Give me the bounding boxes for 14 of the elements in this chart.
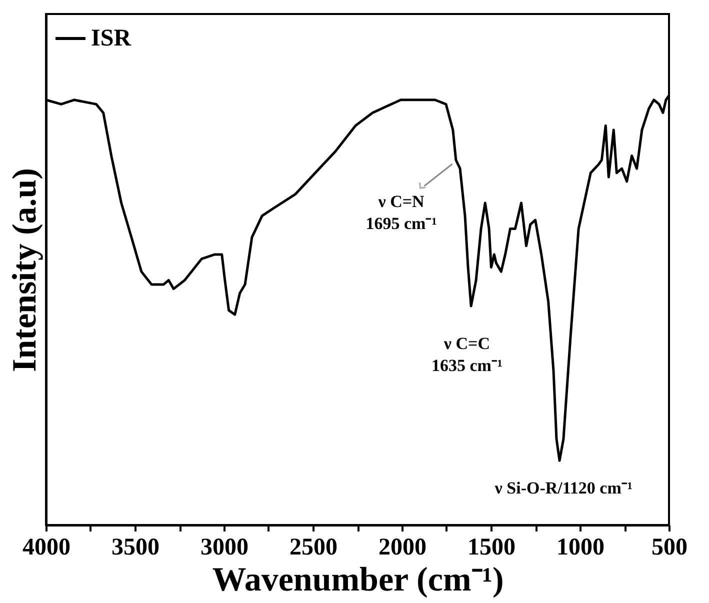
x-tick-label: 4000 bbox=[22, 534, 70, 560]
legend-label: ISR bbox=[91, 26, 132, 52]
x-tick-label: 500 bbox=[652, 534, 688, 560]
annotation: ν C=C 1635 cm⁻¹ bbox=[431, 334, 502, 375]
x-tick-label: 2000 bbox=[378, 534, 426, 560]
annotation: ν C=N 1695 cm⁻¹ bbox=[366, 192, 437, 233]
annotation: ν Si-O-R/1120 cm⁻¹ bbox=[494, 478, 632, 498]
x-tick-label: 3500 bbox=[112, 534, 160, 560]
x-tick-label: 2500 bbox=[290, 534, 338, 560]
y-axis-title: Intensity (a.u) bbox=[6, 168, 44, 372]
x-tick-label: 1000 bbox=[556, 534, 604, 560]
x-tick-label: 1500 bbox=[468, 534, 516, 560]
x-tick-label: 3000 bbox=[200, 534, 248, 560]
x-axis-title: Wavenumber (cm⁻¹) bbox=[212, 562, 504, 598]
